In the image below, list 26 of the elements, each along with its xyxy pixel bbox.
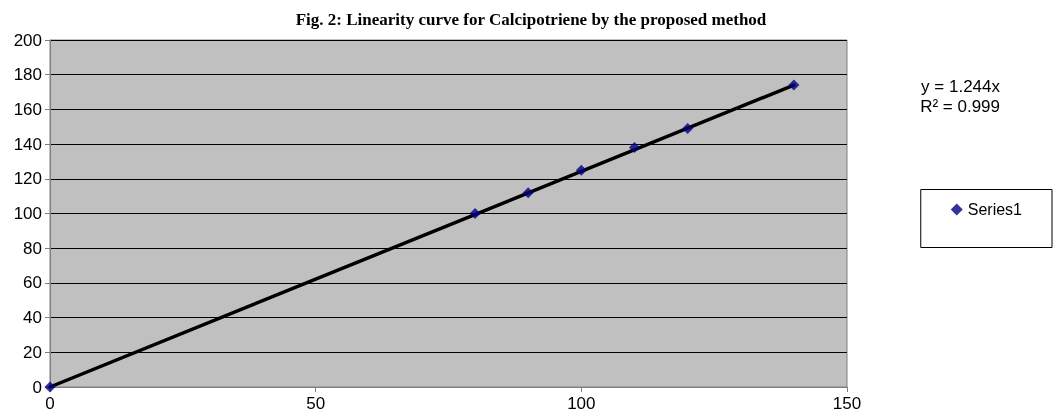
point (522, 187, 534, 199)
y-tick-label: 40 (23, 308, 42, 328)
y-tick-label: 140 (13, 134, 42, 154)
y-tick-label: 100 (13, 204, 42, 223)
y-tick-label: 80 (23, 238, 42, 258)
y-tick-label: 160 (13, 99, 42, 119)
text: R² = 0.999 (920, 97, 1001, 116)
legend-label: Series1 (967, 201, 1023, 218)
y-tick-label: 0 (32, 377, 42, 397)
point (788, 79, 800, 91)
chart-title: Fig. 2: Linearity curve for Calcipotriene by the proposed method (295, 10, 767, 29)
point (682, 122, 694, 134)
y-tick-label: 20 (23, 342, 42, 362)
point (575, 164, 587, 176)
x-tick-label: 150 (832, 394, 862, 413)
x-tick-label: 0 (45, 394, 55, 413)
y-tick-label: 120 (13, 169, 42, 189)
point (469, 208, 481, 219)
text: y = 1.244x (921, 77, 1001, 96)
y-tick-label: 60 (23, 273, 42, 293)
point (628, 142, 640, 154)
point (44, 381, 56, 393)
y-tick-label: 200 (13, 30, 42, 50)
x-tick-label: 100 (567, 394, 596, 413)
x-tick-label: 50 (306, 394, 326, 413)
y-tick-label: 180 (13, 65, 42, 85)
